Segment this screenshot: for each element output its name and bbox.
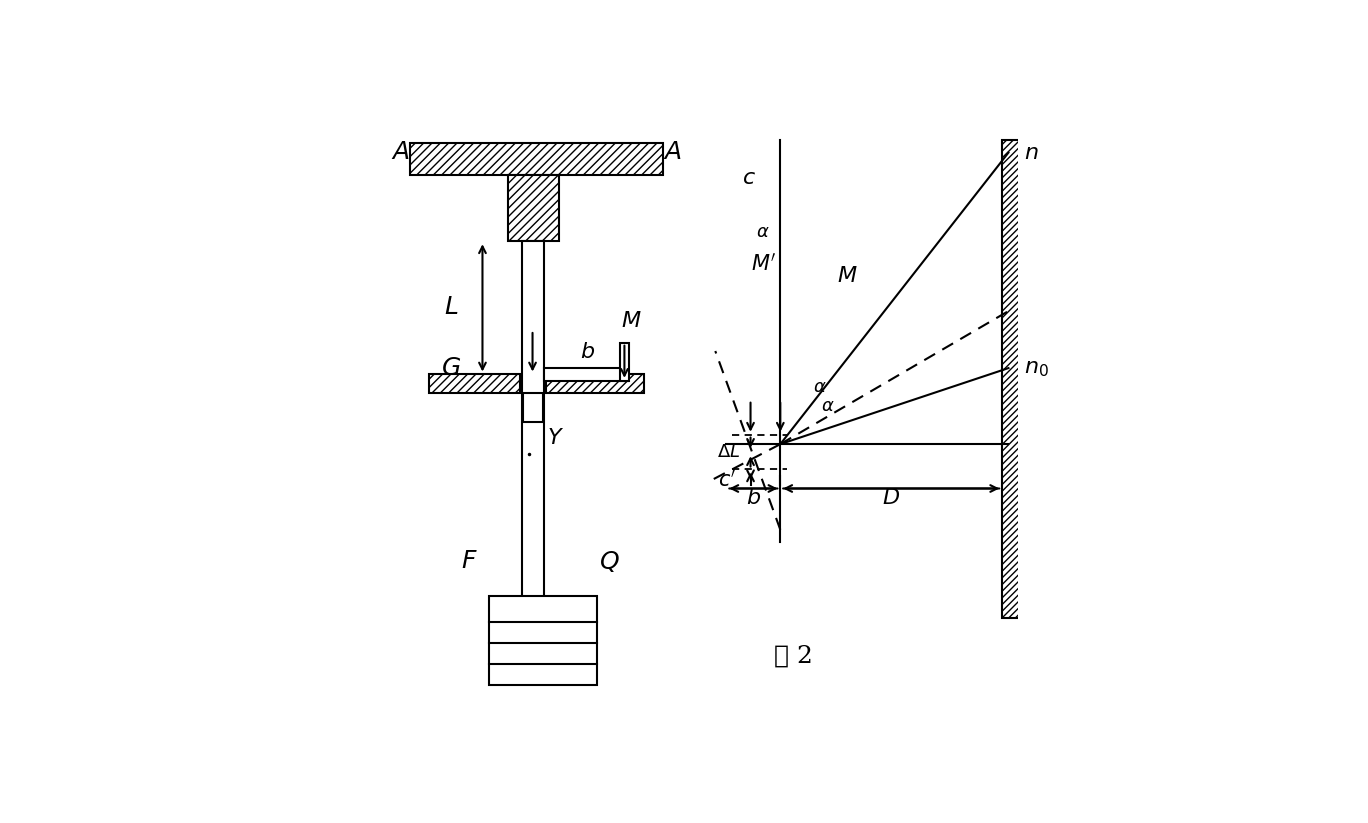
Text: $G$: $G$ <box>440 356 461 379</box>
Text: $\alpha$: $\alpha$ <box>757 223 770 241</box>
Text: $b$: $b$ <box>746 487 761 509</box>
Bar <box>544 368 628 381</box>
Bar <box>620 342 629 381</box>
Text: $Q$: $Q$ <box>599 549 620 574</box>
Text: $n$: $n$ <box>1025 142 1038 164</box>
Bar <box>428 374 520 393</box>
Bar <box>488 596 596 685</box>
Text: $Y$: $Y$ <box>547 427 564 449</box>
Text: $c'$: $c'$ <box>718 468 736 490</box>
Text: $c$: $c$ <box>741 167 755 189</box>
Text: $n_0$: $n_0$ <box>1025 357 1049 379</box>
Text: $\alpha$: $\alpha$ <box>814 378 828 396</box>
Text: $L$: $L$ <box>443 296 458 319</box>
Text: $M'$: $M'$ <box>751 253 776 275</box>
Text: $M$: $M$ <box>621 309 642 332</box>
Bar <box>523 241 544 621</box>
Text: $A$: $A$ <box>391 141 409 164</box>
Text: $\Delta L$: $\Delta L$ <box>717 444 740 462</box>
Text: $A$: $A$ <box>663 141 681 164</box>
Bar <box>523 393 543 422</box>
Text: $D$: $D$ <box>882 487 900 509</box>
Text: $F$: $F$ <box>461 550 479 573</box>
Text: 图 2: 图 2 <box>773 645 813 668</box>
Bar <box>508 174 558 241</box>
Bar <box>409 143 663 174</box>
Bar <box>1003 140 1021 618</box>
Bar <box>546 374 644 393</box>
Text: $M$: $M$ <box>837 265 858 287</box>
Text: $b$: $b$ <box>580 342 595 363</box>
Text: $\alpha$: $\alpha$ <box>821 398 834 415</box>
